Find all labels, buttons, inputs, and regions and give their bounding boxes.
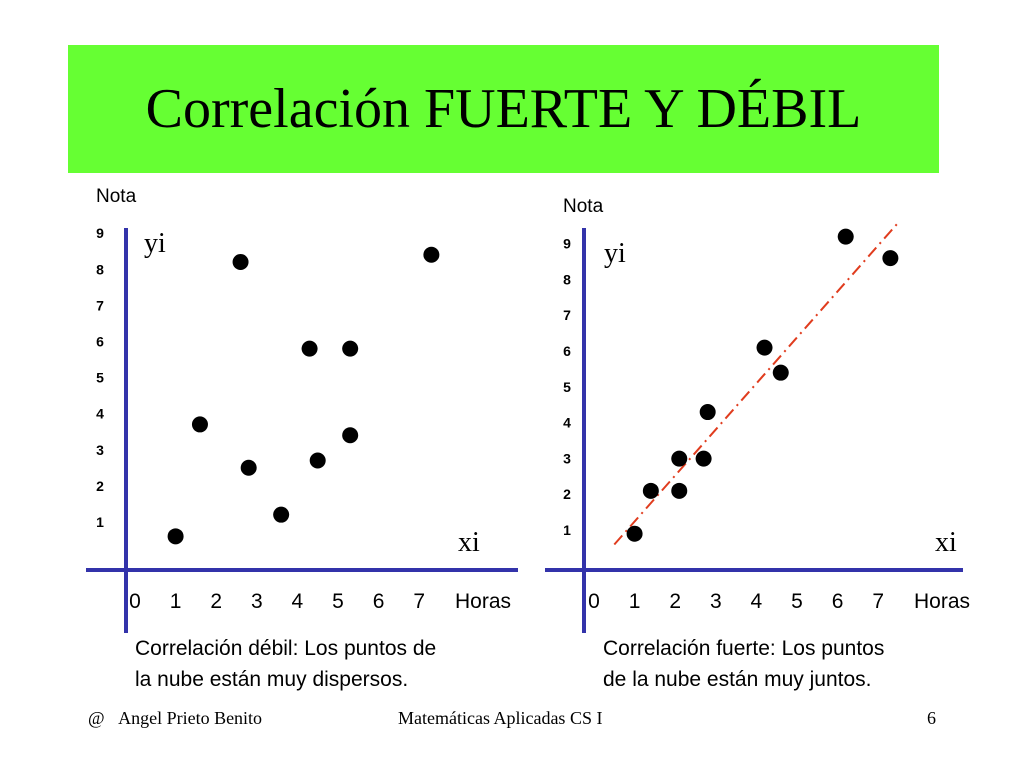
author-symbol: @	[88, 708, 105, 728]
data-point	[695, 450, 712, 467]
x-tick-label: 7	[413, 590, 425, 613]
data-point	[240, 459, 257, 476]
title-bar: Correlación FUERTE Y DÉBIL	[68, 45, 939, 173]
data-point	[191, 416, 208, 433]
x-tick-label: 2	[669, 590, 681, 613]
y-tick-label: 1	[563, 522, 571, 538]
data-point	[756, 339, 773, 356]
x-tick-label: 3	[251, 590, 263, 613]
x-axis-label-strong: Horas	[914, 590, 970, 613]
x-tick-label: 2	[210, 590, 222, 613]
y-tick-label: 3	[563, 450, 571, 466]
y-tick-label: 8	[563, 271, 571, 287]
data-point	[423, 246, 440, 263]
data-point	[273, 506, 290, 523]
y-tick-label: 7	[563, 307, 571, 323]
y-tick-label: 1	[96, 514, 104, 530]
y-tick-label: 6	[96, 334, 104, 350]
y-tick-label: 5	[563, 379, 571, 395]
y-var-label-weak: yi	[144, 228, 166, 259]
x-tick-label: 5	[791, 590, 803, 613]
x-tick-label: 6	[832, 590, 844, 613]
caption-weak-line-2: la nube están muy dispersos.	[135, 668, 409, 691]
strong-correlation-chart: Nota yi xi Horas 1 2 3 4 5 6 7 8 9 0 1 2 3 4 5 6 7	[545, 196, 970, 633]
x-tick-label: 1	[629, 590, 641, 613]
y-tick-label: 6	[563, 343, 571, 359]
caption-weak: Correlación débil: Los puntos de la nube…	[135, 633, 436, 695]
y-ticks-strong: 1 2 3 4 5 6 7 8 9	[563, 236, 571, 538]
author-name: Angel Prieto Benito	[118, 708, 263, 728]
data-point	[167, 528, 184, 545]
x-var-label-strong: xi	[935, 527, 957, 558]
data-point	[882, 250, 899, 267]
data-point	[626, 525, 643, 542]
data-point	[342, 427, 359, 444]
data-point	[301, 340, 318, 357]
y-ticks-weak: 1 2 3 4 5 6 7 8 9	[96, 225, 104, 530]
y-tick-label: 5	[96, 370, 104, 386]
trend-line	[613, 221, 900, 546]
y-tick-label: 9	[96, 225, 104, 241]
data-point	[309, 452, 326, 469]
y-axis-label-weak: Nota	[96, 186, 137, 207]
x-ticks-strong: 0 1 2 3 4 5 6 7	[588, 590, 884, 613]
x-tick-label: 0	[129, 590, 141, 613]
y-var-label-strong: yi	[604, 238, 626, 269]
footer-page-number: 6	[927, 708, 936, 728]
y-tick-label: 2	[563, 486, 571, 502]
points-strong	[626, 228, 899, 542]
y-tick-label: 2	[96, 478, 104, 494]
y-tick-label: 4	[96, 406, 104, 422]
caption-weak-line-1: Correlación débil: Los puntos de	[135, 637, 437, 660]
weak-correlation-chart: Nota yi xi Horas 1 2 3 4 5 6 7 8 9 0 1 2 3 4 5 6 7	[86, 186, 518, 633]
data-point	[342, 340, 359, 357]
y-tick-label: 4	[563, 415, 571, 431]
footer-course: Matemáticas Aplicadas CS I	[398, 708, 603, 728]
x-tick-label: 4	[292, 590, 304, 613]
y-tick-label: 9	[563, 236, 571, 252]
data-point	[671, 482, 688, 499]
footer-author: @ Angel Prieto Benito	[88, 708, 262, 729]
x-tick-label: 5	[332, 590, 344, 613]
y-axis-label-strong: Nota	[563, 196, 604, 217]
data-point	[837, 228, 854, 245]
data-point	[671, 450, 688, 467]
x-tick-label: 1	[170, 590, 182, 613]
x-tick-label: 6	[373, 590, 385, 613]
x-tick-label: 7	[872, 590, 884, 613]
data-point	[699, 404, 716, 421]
x-tick-label: 3	[710, 590, 722, 613]
x-tick-label: 0	[588, 590, 600, 613]
data-point	[232, 253, 249, 270]
caption-strong: Correlación fuerte: Los puntos de la nub…	[603, 633, 884, 695]
x-tick-label: 4	[751, 590, 763, 613]
caption-strong-line-1: Correlación fuerte: Los puntos	[603, 637, 885, 660]
caption-strong-line-2: de la nube están muy juntos.	[603, 668, 872, 691]
x-axis-label-weak: Horas	[455, 590, 511, 613]
slide-title: Correlación FUERTE Y DÉBIL	[145, 78, 862, 140]
x-var-label-weak: xi	[458, 527, 480, 558]
x-ticks-weak: 0 1 2 3 4 5 6 7	[129, 590, 425, 613]
y-tick-label: 7	[96, 297, 104, 313]
data-point	[642, 482, 659, 499]
y-tick-label: 3	[96, 442, 104, 458]
y-tick-label: 8	[96, 261, 104, 277]
data-point	[772, 364, 789, 381]
points-weak	[167, 246, 440, 545]
